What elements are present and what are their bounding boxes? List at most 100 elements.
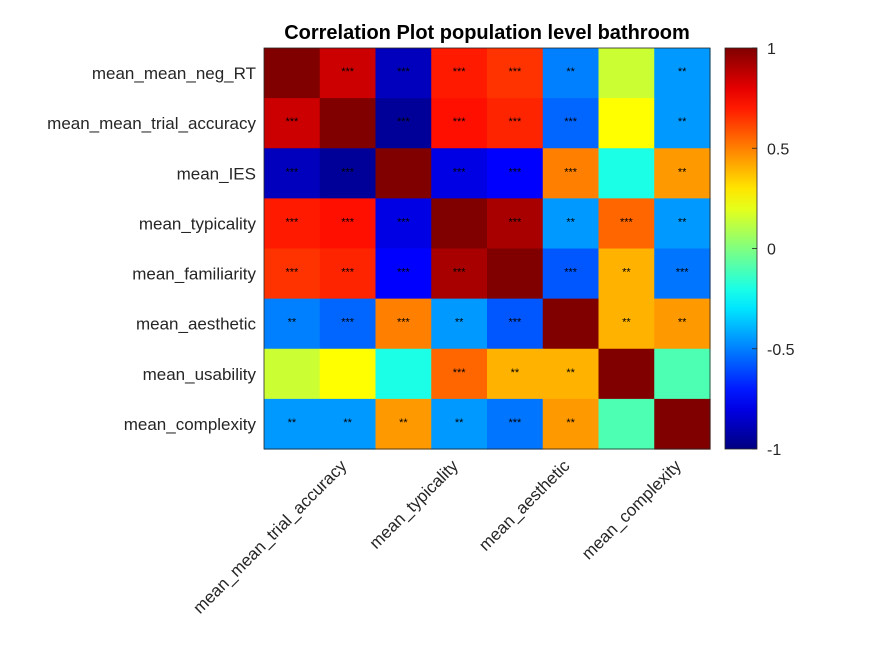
heatmap-cell <box>264 398 321 450</box>
heatmap-cell <box>487 148 544 199</box>
colorbar-tick-label: 1 <box>767 41 776 58</box>
heatmap-cell <box>542 398 600 450</box>
colorbar-tick-label: 0 <box>767 242 776 259</box>
significance-label: *** <box>397 66 411 78</box>
significance-label: ** <box>678 66 687 78</box>
significance-label: *** <box>397 216 411 228</box>
heatmap-cell <box>431 348 488 400</box>
y-tick-label: mean_usability <box>143 365 257 384</box>
heatmap-cell <box>264 298 321 350</box>
heatmap-cell <box>654 348 711 400</box>
significance-label: ** <box>343 417 352 429</box>
heatmap-cell <box>598 398 655 450</box>
heatmap-cell <box>319 348 377 400</box>
heatmap-cell <box>487 248 544 300</box>
heatmap-cell <box>654 248 711 300</box>
heatmap-cell <box>598 98 655 149</box>
y-tick-label: mean_familiarity <box>132 265 256 284</box>
heatmap-cell <box>264 48 321 99</box>
heatmap-cell <box>375 298 432 350</box>
y-tick-label: mean_mean_neg_RT <box>92 64 256 83</box>
significance-label: ** <box>566 66 575 78</box>
significance-label: *** <box>620 216 634 228</box>
significance-label: ** <box>511 367 520 379</box>
significance-label: *** <box>397 116 411 128</box>
significance-label: *** <box>397 267 411 279</box>
heatmap-cell <box>319 398 377 450</box>
significance-label: *** <box>341 216 355 228</box>
heatmap-cell <box>542 298 600 350</box>
significance-label: *** <box>341 267 355 279</box>
significance-label: *** <box>285 166 299 178</box>
heatmap-cell <box>319 248 377 300</box>
colorbar: 1 0.5 0 -0.5 -1 <box>724 41 795 459</box>
significance-label: ** <box>678 116 687 128</box>
significance-label: ** <box>678 166 687 178</box>
heatmap-cell <box>654 298 711 350</box>
significance-label: *** <box>453 66 467 78</box>
significance-label: *** <box>508 417 522 429</box>
significance-annotations: *** *** *** *** ** ***** *** *** *** *** ***** *** *… <box>285 66 689 429</box>
significance-label: *** <box>341 166 355 178</box>
heatmap-cell <box>598 348 655 400</box>
heatmap-cell <box>598 148 655 199</box>
significance-label: *** <box>564 267 578 279</box>
chart-title: Correlation Plot population level bathro… <box>284 22 690 44</box>
significance-label: ** <box>399 417 408 429</box>
significance-label: *** <box>508 116 522 128</box>
heatmap-cell <box>542 48 600 99</box>
heatmap-cells <box>264 48 711 450</box>
significance-label: ** <box>566 367 575 379</box>
heatmap-cell <box>264 198 321 250</box>
significance-label: *** <box>285 216 299 228</box>
significance-label: *** <box>508 166 522 178</box>
heatmap-cell <box>375 398 432 450</box>
heatmap-cell <box>487 298 544 350</box>
significance-label: *** <box>564 116 578 128</box>
heatmap-cell <box>375 348 432 400</box>
significance-label: ** <box>566 216 575 228</box>
heatmap-cell <box>487 198 544 250</box>
heatmap-cell <box>431 148 488 199</box>
significance-label: ** <box>288 417 297 429</box>
heatmap-cell <box>487 98 544 149</box>
heatmap-cell <box>319 298 377 350</box>
colorbar-gradient <box>724 47 758 450</box>
heatmap-cell <box>375 148 432 199</box>
heatmap-cell <box>654 398 711 450</box>
y-tick-label: mean_typicality <box>139 214 257 233</box>
significance-label: *** <box>453 267 467 279</box>
y-tick-label: mean_complexity <box>124 415 257 434</box>
heatmap-cell <box>487 398 544 450</box>
y-tick-label: mean_aesthetic <box>136 315 257 334</box>
significance-label: *** <box>508 216 522 228</box>
heatmap-cell <box>375 248 432 300</box>
heatmap-cell <box>654 48 711 99</box>
significance-label: *** <box>508 317 522 329</box>
heatmap-cell <box>264 148 321 199</box>
significance-label: ** <box>455 417 464 429</box>
significance-label: ** <box>288 317 297 329</box>
y-tick-label: mean_IES <box>177 164 256 183</box>
heatmap-cell <box>375 198 432 250</box>
heatmap-cell <box>542 98 600 149</box>
heatmap-cell <box>375 98 432 149</box>
heatmap-cell <box>654 148 711 199</box>
heatmap-cell <box>319 148 377 199</box>
heatmap-cell <box>319 98 377 149</box>
heatmap-cell <box>431 48 488 99</box>
heatmap-cell <box>598 298 655 350</box>
significance-label: ** <box>622 267 631 279</box>
significance-label: ** <box>455 317 464 329</box>
significance-label: ** <box>678 216 687 228</box>
heatmap-cell <box>487 48 544 99</box>
colorbar-tick-label: -1 <box>767 442 781 459</box>
heatmap-cell <box>598 48 655 99</box>
heatmap-cell <box>264 248 321 300</box>
y-tick-label: mean_mean_trial_accuracy <box>47 114 256 133</box>
heatmap-cell <box>598 248 655 300</box>
significance-label: ** <box>622 317 631 329</box>
colorbar-tick-label: 0.5 <box>767 141 789 158</box>
heatmap-cell <box>431 98 488 149</box>
